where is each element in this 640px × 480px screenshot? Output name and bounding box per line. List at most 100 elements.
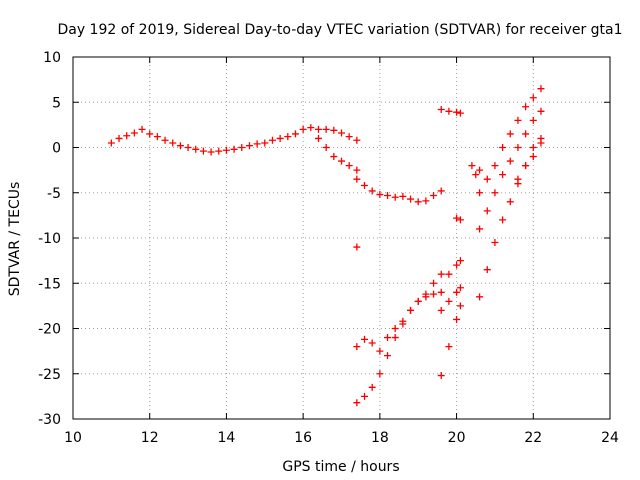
- y-tick-label: -20: [38, 322, 61, 338]
- data-point: [445, 107, 453, 115]
- data-points: [107, 85, 545, 407]
- data-point: [491, 189, 499, 197]
- data-point: [514, 116, 522, 124]
- data-point: [437, 187, 445, 195]
- data-point: [483, 175, 491, 183]
- data-point: [476, 166, 484, 174]
- y-axis-label: SDTVAR / TECUs: [7, 182, 23, 297]
- point-series-8: [437, 284, 464, 314]
- y-tick-label: -25: [38, 367, 61, 383]
- point-series-3: [353, 243, 361, 251]
- data-point: [115, 134, 123, 142]
- data-point: [456, 302, 464, 310]
- data-point: [353, 175, 361, 183]
- point-series-9: [445, 257, 464, 278]
- data-point: [456, 216, 464, 224]
- data-point: [184, 144, 192, 151]
- data-point: [522, 162, 530, 170]
- data-point: [376, 191, 384, 199]
- data-point: [483, 266, 491, 274]
- data-point: [368, 187, 376, 195]
- data-point: [245, 142, 253, 150]
- data-point: [456, 257, 464, 265]
- point-series-2: [353, 175, 445, 206]
- data-point: [506, 130, 514, 138]
- data-point: [376, 347, 384, 355]
- data-point: [199, 147, 207, 155]
- data-point: [222, 146, 230, 154]
- data-point: [207, 148, 215, 156]
- data-point: [414, 198, 422, 206]
- y-tick-label: -5: [47, 186, 61, 202]
- data-point: [238, 144, 246, 151]
- y-tick-label: 0: [52, 141, 61, 157]
- data-point: [476, 293, 484, 301]
- data-point: [291, 130, 299, 138]
- data-point: [353, 243, 361, 251]
- point-series-5: [353, 288, 445, 407]
- data-point: [376, 370, 384, 378]
- data-point: [529, 94, 537, 102]
- data-point: [437, 306, 445, 314]
- data-point: [476, 189, 484, 197]
- x-tick-labels: 10 12 14 16 18 20 22 24: [64, 430, 619, 446]
- data-point: [330, 153, 338, 161]
- data-point: [146, 130, 154, 138]
- data-point: [506, 198, 514, 206]
- data-point: [522, 103, 530, 111]
- data-point: [453, 214, 461, 222]
- data-point: [353, 343, 361, 351]
- data-point: [345, 162, 353, 170]
- point-series-6: [437, 105, 464, 117]
- data-point: [123, 132, 131, 140]
- data-point: [322, 125, 330, 133]
- data-point: [529, 153, 537, 161]
- y-tick-labels: -30 -25 -20 -15 -10 -5 0 5 10: [38, 50, 61, 428]
- data-point: [268, 136, 276, 144]
- data-point: [476, 225, 484, 233]
- data-point: [353, 166, 361, 174]
- point-series-13: [476, 107, 545, 233]
- data-point: [499, 216, 507, 224]
- data-point: [330, 126, 338, 134]
- data-point: [253, 140, 261, 148]
- data-point: [422, 293, 430, 301]
- data-point: [537, 85, 545, 93]
- data-point: [176, 142, 184, 150]
- data-point: [437, 372, 445, 380]
- data-point: [384, 191, 392, 199]
- data-point: [391, 193, 399, 201]
- data-point: [437, 288, 445, 296]
- data-point: [276, 134, 284, 142]
- data-point: [138, 125, 146, 133]
- data-point: [107, 139, 115, 147]
- data-point: [491, 162, 499, 170]
- x-tick-label: 24: [601, 430, 619, 446]
- data-point: [322, 144, 330, 151]
- x-tick-label: 20: [448, 430, 466, 446]
- data-point: [537, 107, 545, 115]
- data-point: [368, 339, 376, 347]
- x-tick-label: 10: [64, 430, 82, 446]
- data-point: [453, 288, 461, 296]
- y-tick-label: -10: [38, 231, 61, 247]
- data-point: [399, 192, 407, 200]
- point-series-1: [314, 134, 361, 174]
- data-point: [353, 136, 361, 144]
- axis-ticks: [72, 56, 611, 420]
- data-point: [407, 195, 415, 203]
- x-axis-label: GPS time / hours: [282, 459, 399, 475]
- data-point: [192, 145, 200, 153]
- data-point: [445, 297, 453, 305]
- point-series-7: [437, 302, 464, 380]
- data-point: [345, 133, 353, 141]
- data-point: [384, 352, 392, 360]
- data-point: [437, 270, 445, 278]
- y-tick-label: 5: [52, 95, 61, 111]
- data-point: [361, 335, 369, 343]
- data-point: [414, 297, 422, 305]
- data-point: [230, 145, 238, 153]
- data-point: [361, 392, 369, 400]
- data-point: [499, 171, 507, 179]
- data-point: [384, 334, 392, 342]
